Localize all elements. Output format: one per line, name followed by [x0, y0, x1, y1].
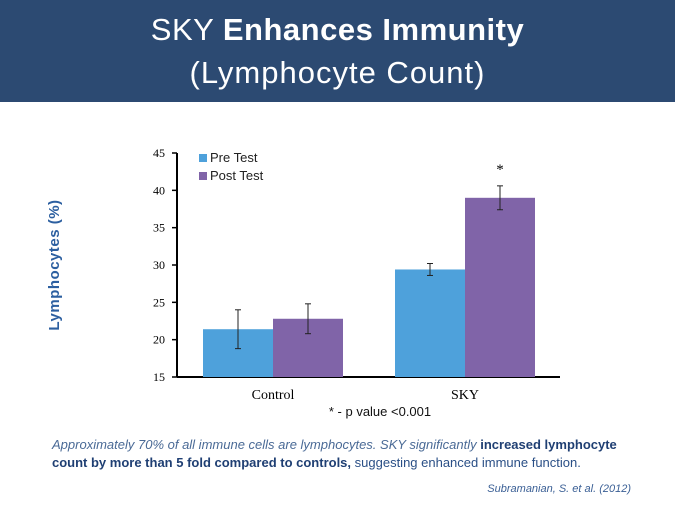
title-banner: SKY Enhances Immunity (Lymphocyte Count)	[0, 0, 675, 102]
caption-part1: Approximately 70% of all immune cells ar…	[52, 437, 481, 452]
legend-label: Post Test	[210, 168, 264, 183]
title-light: SKY	[150, 12, 214, 47]
caption-part2: increased lymphocyte count by more than …	[52, 437, 617, 470]
y-tick-label: 45	[153, 146, 165, 160]
y-tick-label: 40	[153, 183, 165, 197]
y-tick-label: 30	[153, 258, 165, 272]
y-tick-label: 25	[153, 295, 165, 309]
caption-part3: suggesting enhanced immune function.	[351, 454, 581, 470]
chart-footnote: * - p value <0.001	[328, 404, 432, 419]
bar-pre-test-sky	[395, 269, 465, 377]
bar-post-test-sky	[465, 197, 535, 377]
significance-marker: *	[496, 162, 504, 178]
y-tick-label: 20	[153, 333, 165, 347]
caption: Approximately 70% of all immune cells ar…	[52, 436, 622, 471]
legend-swatch	[199, 172, 207, 180]
x-tick-label: SKY	[451, 388, 479, 403]
legend-swatch	[199, 154, 207, 162]
citation: Subramanian, S. et al. (2012)	[487, 483, 631, 495]
bar-chart: 15 20 25 30 35 40 45 Control SKY * Pre Test Post Te…	[153, 146, 560, 403]
legend-label: Pre Test	[210, 150, 258, 165]
slide-title: SKY Enhances Immunity	[0, 12, 675, 48]
y-tick-label: 35	[153, 221, 165, 235]
slide-subtitle: (Lymphocyte Count)	[189, 55, 486, 90]
y-tick-label: 15	[153, 370, 165, 384]
x-tick-label: Control	[252, 388, 295, 403]
title-bold: Enhances Immunity	[222, 12, 525, 47]
